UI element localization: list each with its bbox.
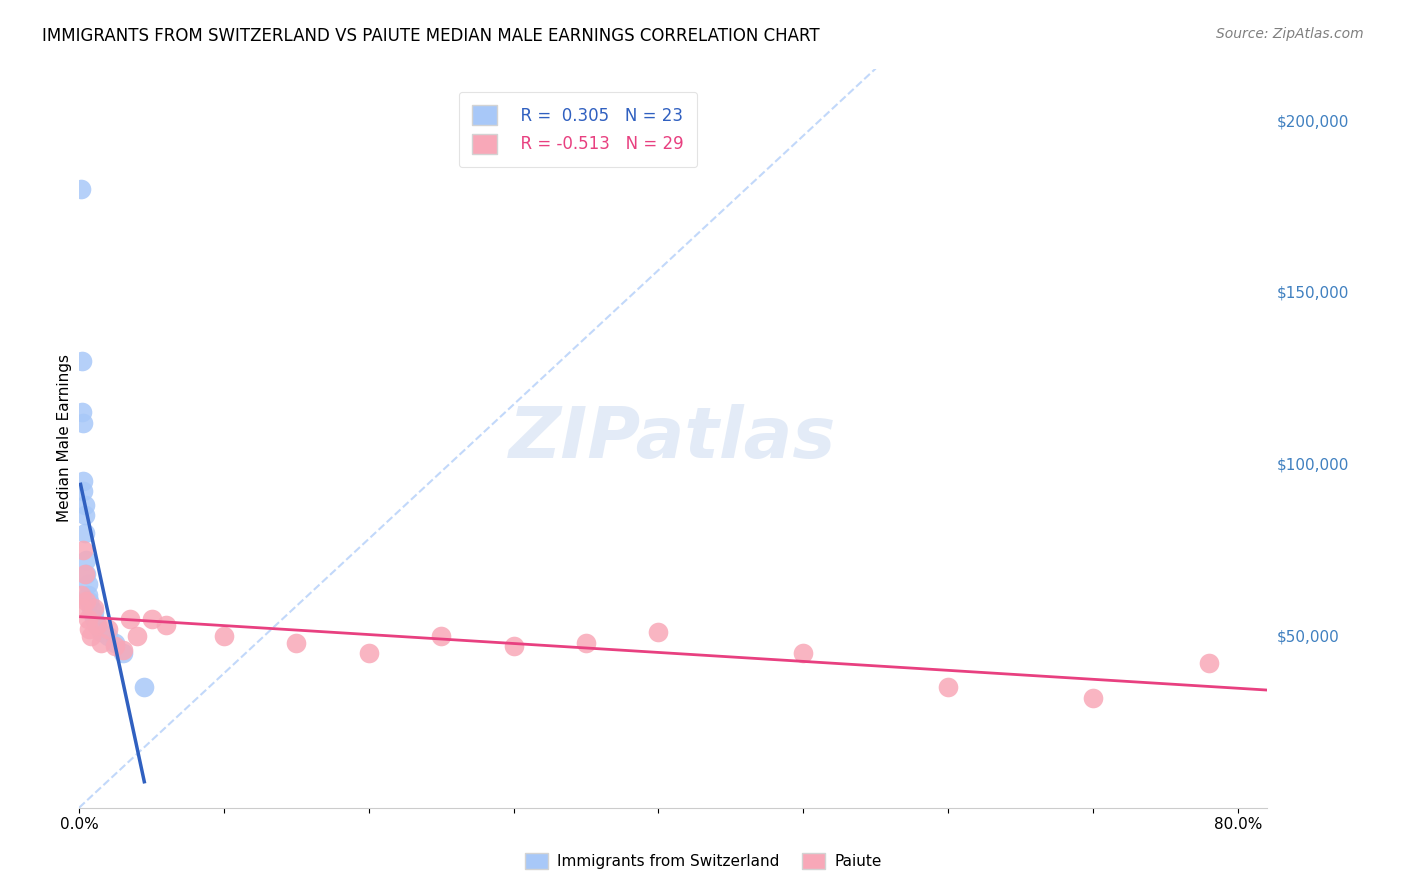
Point <box>104 639 127 653</box>
Point <box>69 588 91 602</box>
Point <box>70 601 93 615</box>
Point <box>75 566 97 581</box>
Point <box>75 553 97 567</box>
Text: ZIPatlas: ZIPatlas <box>509 403 837 473</box>
Point <box>86 618 108 632</box>
Point <box>141 611 163 625</box>
Point <box>118 611 141 625</box>
Point <box>83 601 105 615</box>
Point <box>647 625 669 640</box>
Point <box>285 635 308 649</box>
Point <box>80 629 103 643</box>
Legend: Immigrants from Switzerland, Paiute: Immigrants from Switzerland, Paiute <box>519 847 887 875</box>
Point <box>357 646 380 660</box>
Point <box>72 474 94 488</box>
Point <box>97 629 120 643</box>
Point <box>73 498 96 512</box>
Point <box>72 542 94 557</box>
Point <box>90 635 112 649</box>
Point <box>72 484 94 499</box>
Point <box>792 646 814 660</box>
Point <box>69 182 91 196</box>
Point <box>76 577 98 591</box>
Point <box>134 681 156 695</box>
Point <box>76 611 98 625</box>
Point <box>125 629 148 643</box>
Point <box>1198 657 1220 671</box>
Point <box>75 594 97 608</box>
Point <box>97 622 120 636</box>
Point <box>90 625 112 640</box>
Point <box>70 405 93 419</box>
Point <box>212 629 235 643</box>
Point <box>430 629 453 643</box>
Point <box>83 605 105 619</box>
Point <box>111 646 134 660</box>
Y-axis label: Median Male Earnings: Median Male Earnings <box>58 354 72 522</box>
Point <box>73 566 96 581</box>
Point <box>104 635 127 649</box>
Text: IMMIGRANTS FROM SWITZERLAND VS PAIUTE MEDIAN MALE EARNINGS CORRELATION CHART: IMMIGRANTS FROM SWITZERLAND VS PAIUTE ME… <box>42 27 820 45</box>
Point <box>76 588 98 602</box>
Point <box>936 681 959 695</box>
Point <box>80 601 103 615</box>
Point <box>72 416 94 430</box>
Point <box>155 618 177 632</box>
Point <box>73 525 96 540</box>
Point <box>86 618 108 632</box>
Legend:   R =  0.305   N = 23,   R = -0.513   N = 29: R = 0.305 N = 23, R = -0.513 N = 29 <box>458 92 697 168</box>
Point <box>575 635 598 649</box>
Point <box>73 508 96 523</box>
Point <box>83 611 105 625</box>
Point <box>70 353 93 368</box>
Point <box>1081 690 1104 705</box>
Point <box>111 642 134 657</box>
Point <box>502 639 524 653</box>
Point <box>77 594 100 608</box>
Text: Source: ZipAtlas.com: Source: ZipAtlas.com <box>1216 27 1364 41</box>
Point <box>77 622 100 636</box>
